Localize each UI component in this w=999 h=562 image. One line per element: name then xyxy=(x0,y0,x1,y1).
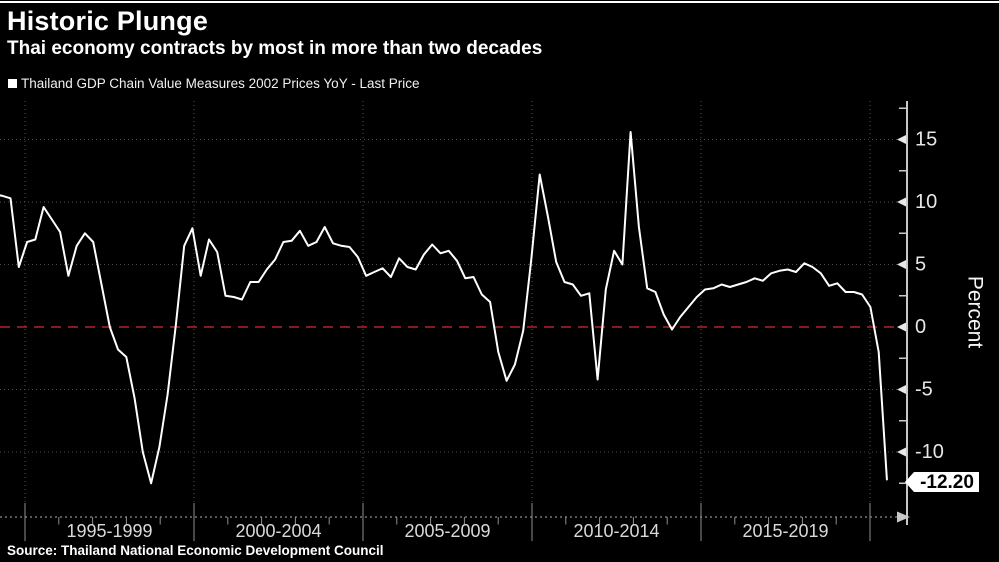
legend-swatch-icon xyxy=(8,79,17,88)
y-major-tick-arrow-icon xyxy=(897,322,906,332)
x-period-label: 2000-2004 xyxy=(235,521,321,541)
top-divider xyxy=(0,1,999,3)
page-subtitle: Thai economy contracts by most in more t… xyxy=(7,38,543,59)
legend-label: Thailand GDP Chain Value Measures 2002 P… xyxy=(21,76,420,91)
y-axis-title: Percent xyxy=(964,276,987,349)
legend[interactable]: Thailand GDP Chain Value Measures 2002 P… xyxy=(8,76,419,91)
y-tick-label: 10 xyxy=(915,191,937,213)
x-period-label: 2015-2019 xyxy=(742,521,828,541)
y-major-tick-arrow-icon xyxy=(897,135,906,144)
y-tick-label: -5 xyxy=(915,379,933,401)
last-price-tag[interactable]: -12.20 xyxy=(905,472,979,493)
y-axis: 15 10 5 0 -5 -10 xyxy=(897,101,944,525)
x-axis-arrow-icon xyxy=(897,511,910,523)
gridlines xyxy=(0,101,907,517)
y-tick-label: 5 xyxy=(915,254,926,276)
last-price-tag-shape xyxy=(905,472,979,492)
y-major-tick-arrow-icon xyxy=(897,447,906,457)
y-tick-label: 15 xyxy=(915,129,937,151)
x-period-label: 2010-2014 xyxy=(573,521,659,541)
y-tick-label: -10 xyxy=(915,441,944,463)
source-note: Source: Thailand National Economic Devel… xyxy=(7,543,384,558)
last-price-value: -12.20 xyxy=(920,472,974,493)
gdp-series-line xyxy=(0,131,888,485)
y-major-tick-arrow-icon xyxy=(897,260,906,269)
y-tick-label: 0 xyxy=(915,316,926,338)
x-period-label: 2005-2009 xyxy=(404,521,490,541)
x-period-label: 1995-1999 xyxy=(66,521,152,541)
y-major-tick-arrow-icon xyxy=(897,385,906,394)
page-title: Historic Plunge xyxy=(7,6,209,36)
y-major-tick-arrow-icon xyxy=(897,197,906,207)
x-axis: 1995-1999 2000-2004 2005-2009 2010-2014 2015… xyxy=(0,503,910,541)
